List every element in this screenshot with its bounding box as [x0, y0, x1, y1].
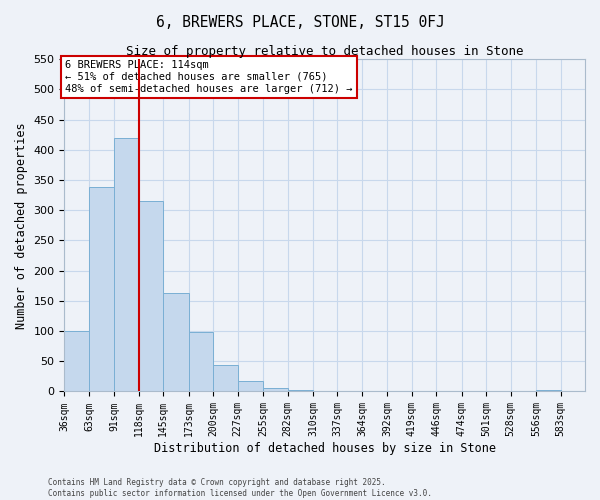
Bar	[213, 366, 238, 392]
Bar	[64, 331, 89, 392]
Bar	[163, 293, 188, 392]
Text: 6 BREWERS PLACE: 114sqm
← 51% of detached houses are smaller (765)
48% of semi-d: 6 BREWERS PLACE: 114sqm ← 51% of detache…	[65, 60, 353, 94]
Text: 6, BREWERS PLACE, STONE, ST15 0FJ: 6, BREWERS PLACE, STONE, ST15 0FJ	[155, 15, 445, 30]
Y-axis label: Number of detached properties: Number of detached properties	[15, 122, 28, 328]
Title: Size of property relative to detached houses in Stone: Size of property relative to detached ho…	[126, 45, 523, 58]
X-axis label: Distribution of detached houses by size in Stone: Distribution of detached houses by size …	[154, 442, 496, 455]
Bar	[114, 138, 139, 392]
Bar	[188, 332, 213, 392]
Bar	[263, 388, 287, 392]
Text: Contains HM Land Registry data © Crown copyright and database right 2025.
Contai: Contains HM Land Registry data © Crown c…	[48, 478, 432, 498]
Bar	[139, 201, 163, 392]
Bar	[287, 390, 313, 392]
Bar	[536, 390, 560, 392]
Bar	[238, 381, 263, 392]
Bar	[89, 186, 114, 392]
Bar	[560, 391, 585, 392]
